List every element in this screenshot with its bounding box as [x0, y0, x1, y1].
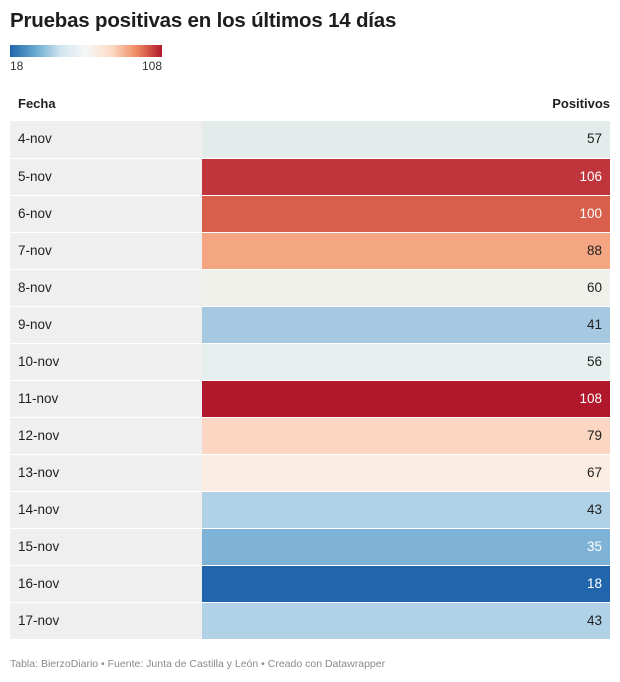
table-row: 8-nov 60 — [10, 269, 610, 306]
date-cell: 8-nov — [10, 270, 202, 306]
date-cell: 15-nov — [10, 529, 202, 565]
footer-prefix: Tabla: — [10, 658, 41, 670]
table-row: 11-nov 108 — [10, 380, 610, 417]
table-row: 4-nov 57 — [10, 121, 610, 158]
positivos-cell: 106 — [202, 159, 610, 195]
date-cell: 17-nov — [10, 603, 202, 639]
table-row: 16-nov 18 — [10, 565, 610, 602]
legend-max-label: 108 — [141, 59, 162, 73]
positivos-cell: 100 — [202, 196, 610, 232]
date-cell: 16-nov — [10, 566, 202, 602]
positivos-cell: 43 — [202, 492, 610, 528]
table-row: 17-nov 43 — [10, 602, 610, 639]
footer-credits: Tabla: BierzoDiario • Fuente: Junta de C… — [10, 658, 385, 670]
table-row: 14-nov 43 — [10, 491, 610, 528]
column-header-fecha[interactable]: Fecha — [18, 96, 56, 111]
positivos-cell: 60 — [202, 270, 610, 306]
positivos-cell: 35 — [202, 529, 610, 565]
positivos-cell: 43 — [202, 603, 610, 639]
date-cell: 10-nov — [10, 344, 202, 380]
table-row: 12-nov 79 — [10, 417, 610, 454]
table-row: 7-nov 88 — [10, 232, 610, 269]
footer-source-link[interactable]: BierzoDiario — [40, 658, 99, 670]
table-header: Fecha Positivos — [10, 95, 610, 113]
table-row: 15-nov 35 — [10, 528, 610, 565]
date-cell: 14-nov — [10, 492, 202, 528]
chart-title: Pruebas positivas en los últimos 14 días — [10, 9, 397, 32]
footer-separator: • — [98, 658, 108, 670]
positivos-cell: 88 — [202, 233, 610, 269]
positivos-cell: 79 — [202, 418, 610, 454]
date-cell: 7-nov — [10, 233, 202, 269]
footer-datawrapper-link[interactable]: Creado con Datawrapper — [267, 658, 386, 670]
footer-separator: • — [258, 658, 268, 670]
date-cell: 6-nov — [10, 196, 202, 232]
table-row: 5-nov 106 — [10, 158, 610, 195]
footer-fuente: Fuente: Junta de Castilla y León — [107, 658, 259, 670]
date-cell: 13-nov — [10, 455, 202, 491]
positivos-cell: 57 — [202, 121, 610, 158]
table-row: 10-nov 56 — [10, 343, 610, 380]
positivos-cell: 41 — [202, 307, 610, 343]
date-cell: 9-nov — [10, 307, 202, 343]
table-row: 13-nov 67 — [10, 454, 610, 491]
legend-gradient-bar — [10, 45, 162, 57]
positivos-cell: 18 — [202, 566, 610, 602]
date-cell: 4-nov — [10, 121, 202, 158]
legend-labels: 18 108 — [10, 59, 162, 73]
positivos-cell: 56 — [202, 344, 610, 380]
column-header-positivos[interactable]: Positivos — [552, 96, 610, 111]
color-legend: 18 108 — [10, 45, 162, 73]
table-row: 9-nov 41 — [10, 306, 610, 343]
positivos-cell: 67 — [202, 455, 610, 491]
positivos-cell: 108 — [202, 381, 610, 417]
date-cell: 12-nov — [10, 418, 202, 454]
table-row: 6-nov 100 — [10, 195, 610, 232]
legend-min-label: 18 — [10, 59, 24, 73]
date-cell: 11-nov — [10, 381, 202, 417]
data-table: 4-nov 57 5-nov 106 6-nov 100 7-nov 88 8-nov 60 9-n… — [10, 121, 610, 639]
date-cell: 5-nov — [10, 159, 202, 195]
